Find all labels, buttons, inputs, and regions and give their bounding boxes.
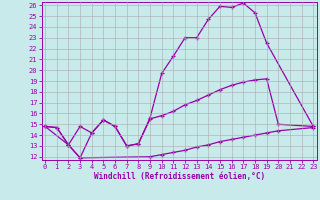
X-axis label: Windchill (Refroidissement éolien,°C): Windchill (Refroidissement éolien,°C) [94,172,265,181]
